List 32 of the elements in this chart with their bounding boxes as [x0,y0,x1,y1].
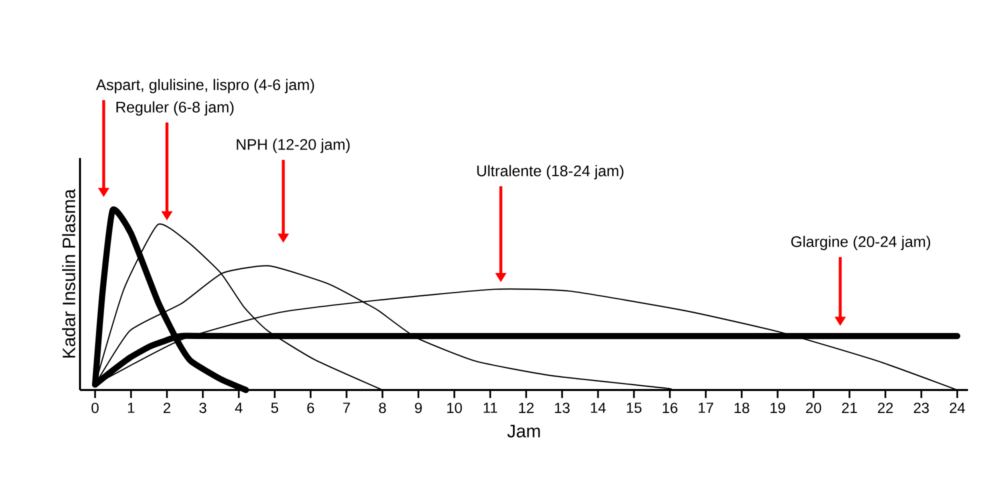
x-tick-label: 17 [698,402,714,413]
x-tick-label: 11 [484,402,498,413]
x-tick-label: 20 [806,402,822,414]
x-tick-label: 19 [770,402,786,414]
x-tick-label: 12 [519,402,534,413]
x-tick-label: 15 [626,402,642,413]
x-tick-label: 24 [950,402,965,413]
x-tick-label: 3 [199,402,206,414]
x-tick-label: 21 [842,402,857,413]
x-tick-label: 6 [307,402,314,414]
x-tick-label: 1 [128,402,134,413]
x-axis-title: Jam [507,424,540,438]
x-tick-label: 18 [734,402,750,414]
annotation: Glargine (20-24 jam) [791,236,930,250]
text: Ultralente (18-24 jam) [477,165,624,180]
x-tick-label: 10 [447,402,462,414]
x-tick-label: 0 [92,402,99,414]
x-tick-label: 4 [235,402,242,413]
x-tick-label: 9 [415,402,422,414]
text: Reguler (6-8 jam) [116,101,234,116]
x-tick-label: 14 [590,402,606,413]
x-tick-label: 23 [914,402,929,414]
x-tick-label: 8 [379,402,386,414]
x-tick-label: 22 [878,402,893,413]
text: NPH (12-20 jam) [236,138,350,153]
x-tick-label: 16 [662,402,678,414]
x-tick-label: 2 [164,402,170,413]
text: Aspart, glulisine, lispro (4-6 jam) [96,78,314,94]
x-tick-label: 5 [271,402,278,413]
x-tick-label: 13 [555,402,570,414]
y-axis-title: Kadar Insulin Plasma [62,188,76,358]
x-tick-label: 7 [343,402,350,413]
